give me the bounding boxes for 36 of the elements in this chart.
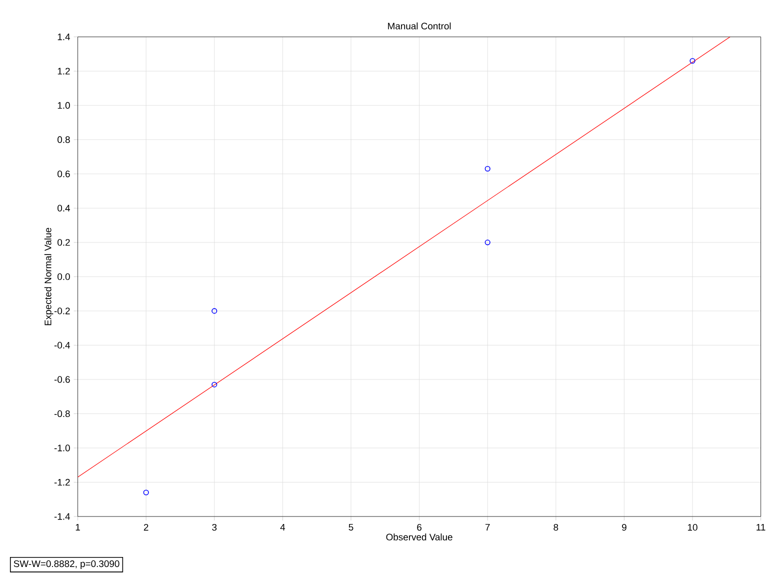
y-tick-label: 0.8: [58, 136, 70, 143]
y-tick-label: 1.4: [58, 33, 70, 40]
y-tick-label: 0.0: [58, 273, 70, 280]
y-tick-label: -0.6: [54, 376, 70, 383]
x-tick-label: 5: [348, 524, 354, 530]
point: [143, 490, 149, 496]
y-tick-label: -0.2: [54, 307, 70, 314]
x-tick-label: 7: [485, 524, 490, 530]
y-tick-label: -0.4: [54, 342, 70, 348]
x-tick-label: 8: [554, 524, 558, 531]
x-axis-title: Observed Value: [386, 533, 452, 540]
text: SW-W=0.8882, p=0.3090: [14, 560, 120, 569]
x-tick-label: 1: [76, 524, 80, 530]
y-axis-title: Expected Normal Value: [44, 228, 54, 325]
point: [212, 308, 218, 314]
y-tick-label: 0.6: [58, 170, 70, 178]
x-tick-label: 11: [756, 524, 766, 530]
x-tick-label: 6: [417, 524, 422, 531]
y-tick-label: -1.2: [54, 478, 70, 486]
y-tick-label: 1.0: [58, 102, 70, 109]
x-tick-label: 4: [280, 524, 286, 530]
x-tick-label: 10: [688, 524, 698, 531]
chart-title: Manual Control: [388, 22, 451, 30]
x-tick-label: 9: [622, 524, 626, 531]
point: [484, 239, 490, 246]
x-tick-label: 2: [144, 524, 148, 530]
point: [484, 166, 490, 172]
x-tick-label: 3: [212, 524, 217, 531]
point: [212, 382, 218, 388]
y-tick-label: 1.2: [58, 68, 70, 74]
y-tick-label: -1.4: [54, 513, 70, 520]
y-tick-label: 0.4: [58, 204, 70, 212]
point: [690, 58, 696, 64]
y-tick-label: -0.8: [54, 410, 70, 417]
y-tick-label: -1.0: [54, 444, 70, 452]
y-tick-label: 0.2: [58, 238, 70, 246]
